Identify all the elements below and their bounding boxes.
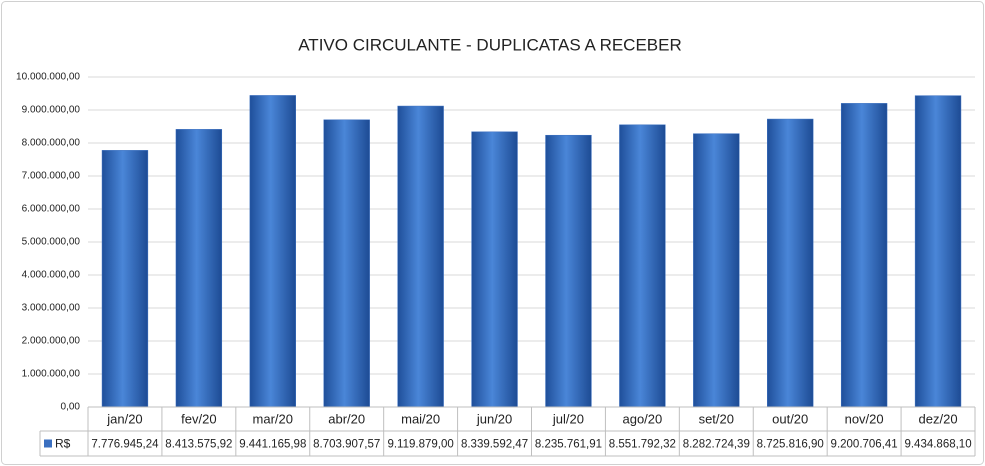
bar [545, 134, 592, 408]
bar [249, 95, 296, 408]
bar [767, 118, 814, 408]
y-tick-label: 6.000.000,00 [22, 204, 81, 215]
y-tick-label: 9.000.000,00 [22, 105, 81, 116]
x-tick-label: abr/20 [328, 411, 365, 426]
y-tick-label: 2.000.000,00 [22, 336, 81, 347]
bar [175, 129, 223, 408]
chart-title: ATIVO CIRCULANTE - DUPLICATAS A RECEBER [298, 35, 682, 54]
bar [693, 133, 740, 408]
x-tick-label: jul/20 [552, 411, 584, 426]
data-table-value: 7.776.945,24 [91, 439, 159, 451]
x-tick-label: set/20 [699, 411, 734, 426]
data-table-value: 9.119.879,00 [387, 439, 453, 451]
bar [101, 150, 149, 408]
x-tick-label: jun/20 [476, 411, 512, 426]
bar [840, 103, 888, 408]
y-tick-label: 10.000.000,00 [16, 72, 80, 83]
y-tick-label: 3.000.000,00 [22, 303, 81, 314]
data-table-value: 8.235.761,91 [535, 439, 602, 451]
data-table-value: 8.413.575,92 [165, 439, 232, 451]
bar [619, 124, 666, 408]
legend-key [44, 439, 52, 448]
bar [397, 105, 444, 408]
data-table-value: 9.434.868,10 [904, 439, 971, 451]
bar [471, 131, 518, 408]
x-tick-label: fev/20 [181, 411, 216, 426]
x-tick-label: out/20 [772, 411, 808, 426]
legend-label: R$ [55, 437, 71, 451]
data-table-value: 8.551.792,32 [609, 439, 676, 451]
x-tick-label: ago/20 [622, 411, 662, 426]
data-table-value: 8.703.907,57 [313, 439, 380, 451]
y-tick-label: 4.000.000,00 [22, 270, 81, 281]
data-table-value: 8.282.724,39 [683, 439, 750, 451]
y-tick-label: 0,00 [61, 402, 81, 413]
x-tick-label: mar/20 [253, 411, 293, 426]
data-table-value: 8.339.592,47 [461, 439, 528, 451]
x-tick-label: mai/20 [401, 411, 440, 426]
data-table-value: 8.725.816,90 [757, 439, 824, 451]
x-tick-label: nov/20 [845, 411, 884, 426]
x-tick-label: jan/20 [106, 411, 142, 426]
y-tick-label: 1.000.000,00 [22, 369, 81, 380]
y-tick-label: 7.000.000,00 [22, 171, 81, 182]
y-tick-label: 5.000.000,00 [22, 237, 81, 248]
data-table-value: 9.441.165,98 [239, 439, 306, 451]
bar [323, 119, 370, 408]
bar [914, 95, 962, 408]
data-table-value: 9.200.706,41 [831, 439, 898, 451]
y-tick-label: 8.000.000,00 [22, 138, 81, 149]
x-tick-label: dez/20 [919, 411, 958, 426]
